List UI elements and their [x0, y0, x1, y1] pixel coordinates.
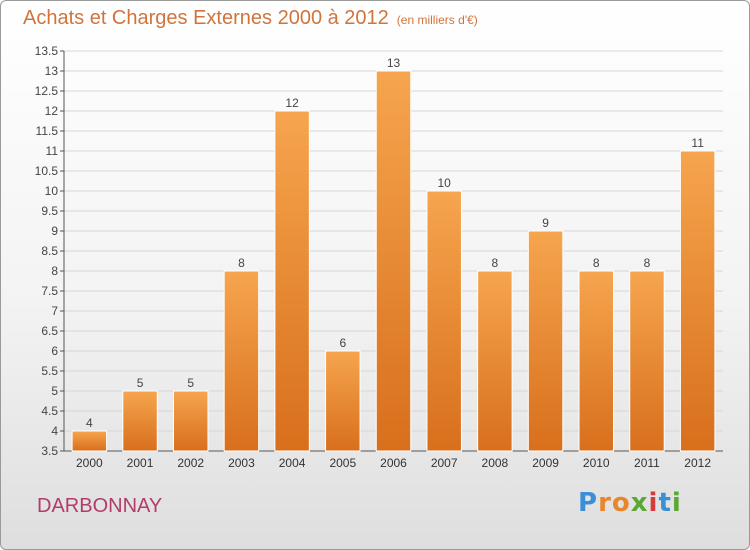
y-tick-label: 10.5	[35, 164, 59, 178]
x-tick-label: 2001	[127, 456, 154, 470]
x-tick-label: 2006	[380, 456, 407, 470]
y-tick-label: 3.5	[41, 444, 58, 458]
bar-value-label: 5	[137, 376, 144, 390]
x-tick-label: 2005	[329, 456, 356, 470]
y-tick-label: 13	[45, 64, 59, 78]
x-tick-label: 2010	[583, 456, 610, 470]
y-tick-label: 9	[51, 224, 58, 238]
x-tick-label: 2008	[482, 456, 509, 470]
bar-2010	[578, 270, 615, 452]
x-tick-labels: 2000 2001 2002 2003 2004 2005 2006 2007 2008 2009…	[76, 456, 711, 470]
bar-2007	[426, 190, 462, 452]
chart-title: Achats et Charges Externes 2000 à 2012 (e…	[23, 7, 478, 30]
bar-2006	[375, 70, 412, 452]
bar-value-label: 11	[691, 136, 704, 150]
x-tick-label: 2000	[76, 456, 103, 470]
logo-letter: r	[598, 488, 612, 518]
x-tick-label: 2011	[634, 456, 660, 470]
logo-letter: P	[578, 488, 599, 518]
y-tick-label: 4.5	[41, 404, 58, 418]
bar-2012	[679, 150, 716, 452]
bar-value-label: 5	[187, 376, 194, 390]
bar-value-label: 8	[492, 256, 499, 270]
y-tick-label: 10	[45, 184, 59, 198]
y-tick-label: 12.5	[35, 84, 59, 98]
logo-letter: i	[648, 488, 659, 518]
y-tick-label: 11	[46, 144, 59, 158]
x-tick-label: 2003	[228, 456, 255, 470]
x-tick-label: 2004	[279, 456, 306, 470]
bar-value-label: 8	[238, 256, 245, 270]
logo-letter: x	[630, 488, 649, 518]
chart-subtitle: (en milliers d'€)	[396, 13, 478, 27]
bar-2009	[527, 230, 564, 452]
y-tick-labels: 3.5 4 4.5 5 5.5 6 6.5 7 7.5 8 8.5 9 9.5 10 10.5 11 11.5 1…	[35, 44, 59, 458]
y-tick-label: 12	[45, 104, 59, 118]
y-tick-label: 6.5	[41, 324, 58, 338]
bars	[71, 70, 716, 452]
bar-chart: 3.5 4 4.5 5 5.5 6 6.5 7 7.5 8 8.5 9 9.5 10 10.5 11 11.5 1…	[35, 44, 723, 470]
bar-value-label: 8	[644, 256, 651, 270]
logo-letter: t	[658, 488, 672, 518]
bar-value-labels: 4 5 5 8 12 6 13 10 8 9 8 8 11	[86, 56, 704, 430]
y-tick-label: 11.5	[36, 124, 59, 138]
bar-value-label: 4	[86, 416, 93, 430]
bar-2008	[477, 270, 513, 452]
bar-value-label: 9	[542, 216, 549, 230]
bar-value-label: 13	[387, 56, 401, 70]
bar-value-label: 6	[339, 336, 346, 350]
bar-value-label: 8	[593, 256, 600, 270]
bar-2002	[172, 390, 209, 452]
logo-letter: o	[611, 488, 631, 518]
y-tick-label: 5.5	[41, 364, 58, 378]
x-tick-label: 2012	[684, 456, 711, 470]
bar-2004	[274, 110, 310, 452]
x-tick-label: 2007	[431, 456, 458, 470]
x-tick-label: 2002	[177, 456, 204, 470]
bar-2011	[629, 270, 665, 452]
y-tick-label: 8	[51, 264, 58, 278]
y-tick-label: 13.5	[35, 44, 59, 58]
y-tick-label: 4	[51, 424, 58, 438]
bar-2001	[122, 390, 158, 452]
bar-value-label: 10	[438, 176, 452, 190]
y-tick-label: 9.5	[41, 204, 58, 218]
y-tick-label: 5	[51, 384, 58, 398]
y-tick-label: 6	[51, 344, 58, 358]
bar-2000	[71, 430, 108, 452]
y-tick-label: 8.5	[41, 244, 58, 258]
commune-name: DARBONNAY	[37, 495, 163, 517]
chart-title-text: Achats et Charges Externes 2000 à 2012	[23, 7, 389, 29]
bar-value-label: 12	[285, 96, 299, 110]
bar-2003	[223, 270, 260, 452]
y-tick-label: 7	[51, 304, 58, 318]
y-tick-label: 7.5	[41, 284, 58, 298]
bar-2005	[325, 350, 361, 452]
x-tick-label: 2009	[532, 456, 559, 470]
proxiti-logo[interactable]: Proxiti	[578, 488, 682, 518]
logo-letter: i	[671, 488, 682, 518]
